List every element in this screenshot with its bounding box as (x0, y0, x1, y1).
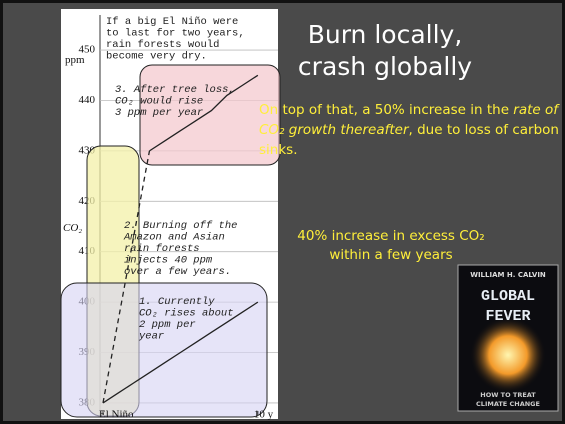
chart: CO₂ ppm WILLIAM H. CALVIN GLOBAL FEVER H… (60, 9, 559, 421)
y-tick-label: 450 (79, 44, 96, 56)
book-author: WILLIAM H. CALVIN (470, 271, 546, 279)
y-axis-label: CO₂ (63, 222, 82, 234)
annotation: 2. Burning off the (124, 220, 237, 232)
text-line: within a few years (329, 247, 453, 263)
data-line (102, 150, 151, 404)
annotation: Amazon and Asian (123, 231, 225, 243)
annotation: CO₂ would rise (115, 95, 203, 107)
book-subtitle: HOW TO TREAT (480, 391, 536, 399)
book-art (470, 317, 546, 393)
slide-title: Burn locally, crash globally (285, 19, 485, 83)
y-tick-label: 440 (79, 94, 96, 106)
annotation: over a few years. (124, 266, 231, 278)
paragraph: On top of that, a 50% increase in the ra… (259, 100, 559, 160)
annotation: 1. Currently (139, 296, 215, 308)
book-title: GLOBAL (481, 288, 535, 305)
annotation: injects 40 ppm (124, 254, 213, 266)
paragraph: 40% increase in excess CO₂ within a few … (271, 227, 511, 265)
text-line: 40% increase in excess CO₂ (297, 228, 485, 244)
y-unit: ppm (65, 54, 85, 66)
book-subtitle: CLIMATE CHANGE (476, 400, 540, 408)
data-line (102, 301, 259, 404)
annotation: to last for two years, (106, 27, 245, 39)
annotation: rain forests (124, 243, 200, 255)
text-segment: rate of CO₂ growth thereafter (259, 102, 559, 138)
highlight-box (139, 64, 281, 166)
x-tick-label: El Niño (99, 409, 134, 421)
annotation: 3. After tree loss, (115, 84, 235, 96)
annotation: CO₂ rises about (139, 307, 234, 319)
title-line: crash globally (297, 52, 473, 81)
text-segment: , due to loss of carbon sinks. (259, 122, 559, 158)
annotation: become very dry. (106, 50, 207, 62)
annotation: rain forests would (106, 39, 219, 51)
book-title: FEVER (485, 308, 530, 325)
annotation: 3 ppm per year (115, 107, 203, 119)
title-line: Burn locally, (307, 20, 463, 49)
annotation: If a big El Niño were (106, 16, 238, 28)
text-segment: On top of that, a 50% increase in the (259, 102, 514, 118)
highlight-box (60, 282, 268, 418)
annotation: 2 ppm per (139, 319, 196, 331)
data-line (149, 74, 259, 152)
annotation: year (138, 330, 164, 342)
x-tick-label: 10 y (254, 409, 274, 421)
